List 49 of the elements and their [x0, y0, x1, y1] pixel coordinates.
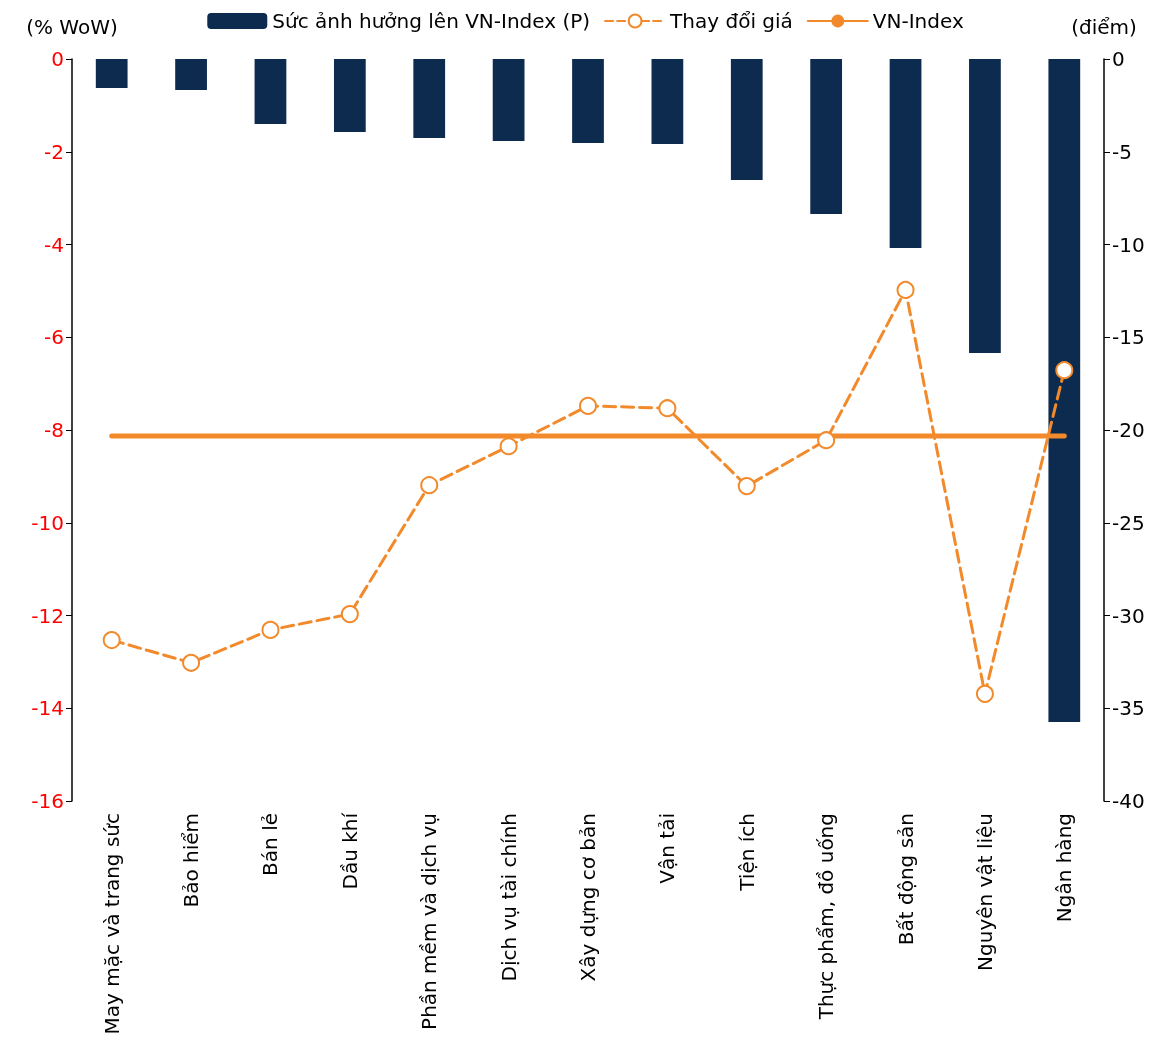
y2-tick-label: -15: [1112, 325, 1145, 350]
y-tick-label: -14: [31, 696, 64, 721]
legend-label: VN-Index: [872, 9, 964, 33]
y-tick-label: -6: [44, 325, 64, 350]
y2-tick-label: -10: [1112, 232, 1145, 257]
x-tick-label: Bán lẻ: [258, 813, 283, 876]
point: [499, 437, 518, 456]
point: [420, 476, 439, 495]
x-tick-label: Phần mềm và dịch vụ: [417, 813, 442, 1030]
x-tick-label: Xây dựng cơ bản: [576, 813, 600, 982]
point: [1055, 361, 1074, 380]
point: [340, 605, 359, 624]
y2-tick-label: -35: [1112, 696, 1145, 721]
y2-tick-label: -20: [1112, 418, 1145, 442]
point: [658, 399, 677, 418]
y-tick-label: -16: [31, 789, 64, 813]
y-tick-label: -4: [44, 232, 64, 257]
y2-tick-label: -40: [1112, 789, 1145, 813]
y-tick-label: -12: [31, 603, 64, 628]
y2-axis-title: (điểm): [1071, 15, 1137, 39]
legend-label: Thay đổi giá: [669, 9, 793, 33]
x-tick-label: Tiện ích: [734, 813, 759, 892]
point: [975, 684, 994, 703]
point: [896, 280, 915, 299]
y-tick-label: -2: [44, 139, 64, 164]
x-tick-label: Bảo hiểm: [179, 813, 204, 908]
x-tick-label: Dịch vụ tài chính: [496, 813, 521, 982]
point: [579, 396, 597, 415]
x-tick-label: Bất động sản: [893, 813, 918, 946]
point: [182, 653, 201, 672]
x-tick-label: Thực phẩm, đồ uống: [814, 813, 839, 1021]
y-tick-label: -10: [31, 510, 64, 535]
y2-tick-label: -30: [1112, 603, 1145, 628]
point: [737, 477, 756, 496]
x-tick-label: Vận tải: [655, 813, 680, 884]
point: [102, 631, 121, 650]
y2-tick-label: 0: [1112, 47, 1125, 71]
y-tick-label: 0: [51, 47, 64, 71]
y2-tick-label: -25: [1112, 510, 1145, 535]
y-tick-label: -8: [44, 418, 64, 442]
y2-tick-label: -5: [1112, 139, 1132, 164]
y-axis-title: (% WoW): [26, 15, 118, 39]
point: [261, 620, 280, 639]
x-tick-label: Ngân hàng: [1052, 813, 1077, 923]
x-tick-label: May mặc và trang sức: [99, 813, 124, 1035]
point: [817, 431, 836, 450]
x-tick-label: Dầu khí: [337, 811, 362, 890]
x-tick-label: Nguyên vật liệu: [972, 813, 997, 971]
legend-label: Sức ảnh hưởng lên VN-Index (P): [272, 9, 591, 33]
